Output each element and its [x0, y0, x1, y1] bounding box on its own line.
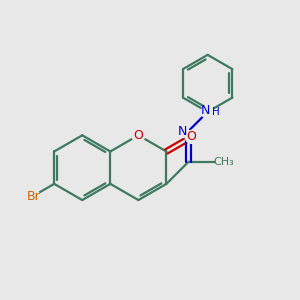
Circle shape [201, 105, 214, 118]
Text: H: H [212, 107, 220, 117]
Circle shape [132, 129, 145, 142]
Text: N: N [177, 124, 187, 137]
Circle shape [185, 130, 198, 143]
Text: O: O [187, 130, 196, 143]
Text: CH₃: CH₃ [214, 157, 235, 167]
FancyBboxPatch shape [216, 155, 236, 168]
Text: Br: Br [26, 190, 40, 202]
Text: N: N [201, 104, 210, 117]
Text: O: O [134, 129, 143, 142]
Circle shape [176, 124, 188, 137]
Circle shape [27, 190, 40, 202]
